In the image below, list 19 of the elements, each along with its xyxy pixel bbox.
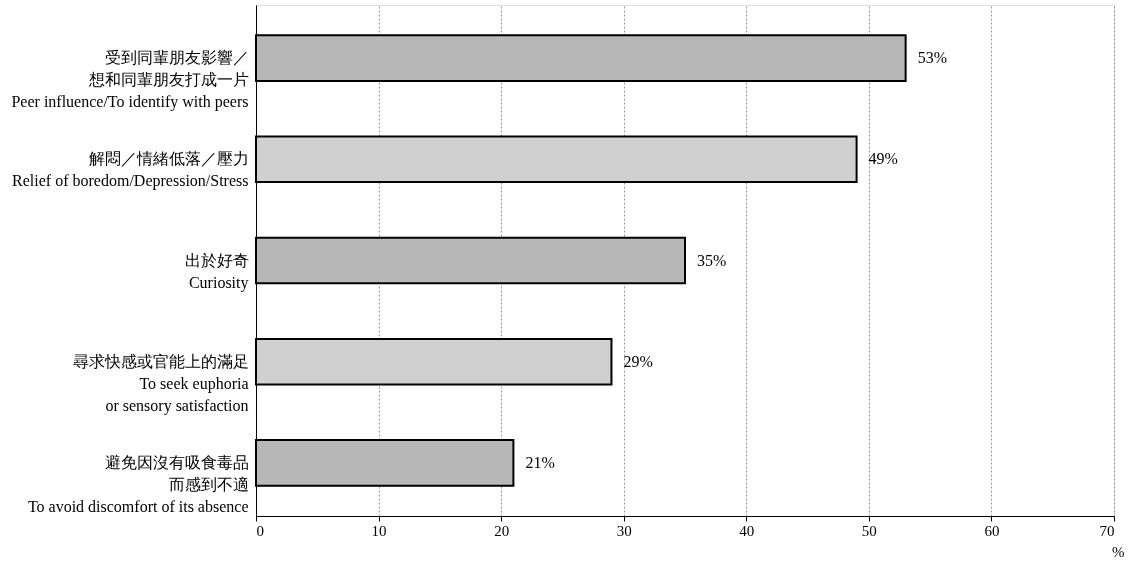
x-tick-label: 50 — [861, 522, 877, 539]
data-label: 35% — [697, 251, 727, 269]
data-label: 21% — [525, 453, 555, 471]
x-tick-label: 60 — [984, 522, 1000, 539]
data-label: 53% — [917, 49, 947, 67]
x-tick-label: 0 — [256, 522, 264, 539]
x-tick-label: 10 — [371, 522, 387, 539]
x-tick-label: 40 — [739, 522, 755, 539]
x-axis-title: % — [1112, 543, 1125, 560]
x-tick-label: 70 — [1099, 522, 1115, 539]
y-tick-label: 出於好奇 Curiosity — [184, 251, 249, 292]
x-tick-label: 20 — [494, 522, 510, 539]
y-tick-label: 避免因沒有吸食毒品而感到不適 To avoid discomfort of its absence — [27, 453, 249, 515]
data-label: 29% — [623, 352, 653, 370]
y-tick-label: 解悶／情緒低落／壓力 Relief of boredom/Depression/Stress — [12, 150, 249, 191]
data-label: 49% — [868, 150, 898, 168]
x-tick-label: 30 — [616, 522, 632, 539]
y-tick-label: 尋求快感或官能上的滿足 To seek euphoria or sensory satisfaction — [72, 352, 249, 415]
y-tick-label: 受到同輩朋友影響／想和同輩朋友打成一片 Peer influence/To identify with peers — [11, 49, 249, 112]
